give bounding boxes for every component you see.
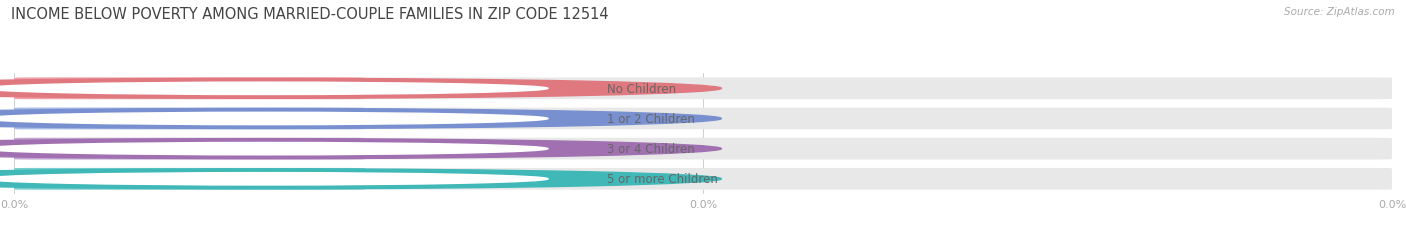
Circle shape (0, 143, 548, 155)
Text: 5 or more Children: 5 or more Children (607, 173, 718, 185)
Text: Source: ZipAtlas.com: Source: ZipAtlas.com (1284, 7, 1395, 17)
Text: 0.0%: 0.0% (285, 173, 319, 185)
Text: 0.0%: 0.0% (285, 82, 319, 95)
FancyBboxPatch shape (14, 108, 1392, 130)
FancyBboxPatch shape (14, 78, 1392, 100)
Circle shape (0, 83, 548, 95)
Text: 0.0%: 0.0% (285, 112, 319, 125)
FancyBboxPatch shape (14, 108, 366, 130)
Circle shape (0, 109, 721, 129)
Text: No Children: No Children (607, 82, 676, 95)
Circle shape (0, 113, 548, 125)
Circle shape (0, 79, 721, 99)
Text: 1 or 2 Children: 1 or 2 Children (607, 112, 695, 125)
Circle shape (0, 169, 721, 189)
Circle shape (0, 139, 721, 159)
FancyBboxPatch shape (14, 78, 366, 100)
FancyBboxPatch shape (14, 168, 366, 190)
Text: 0.0%: 0.0% (285, 143, 319, 155)
FancyBboxPatch shape (14, 168, 1392, 190)
Text: 3 or 4 Children: 3 or 4 Children (607, 143, 695, 155)
Text: INCOME BELOW POVERTY AMONG MARRIED-COUPLE FAMILIES IN ZIP CODE 12514: INCOME BELOW POVERTY AMONG MARRIED-COUPL… (11, 7, 609, 22)
FancyBboxPatch shape (14, 138, 1392, 160)
FancyBboxPatch shape (14, 138, 366, 160)
Circle shape (0, 173, 548, 185)
